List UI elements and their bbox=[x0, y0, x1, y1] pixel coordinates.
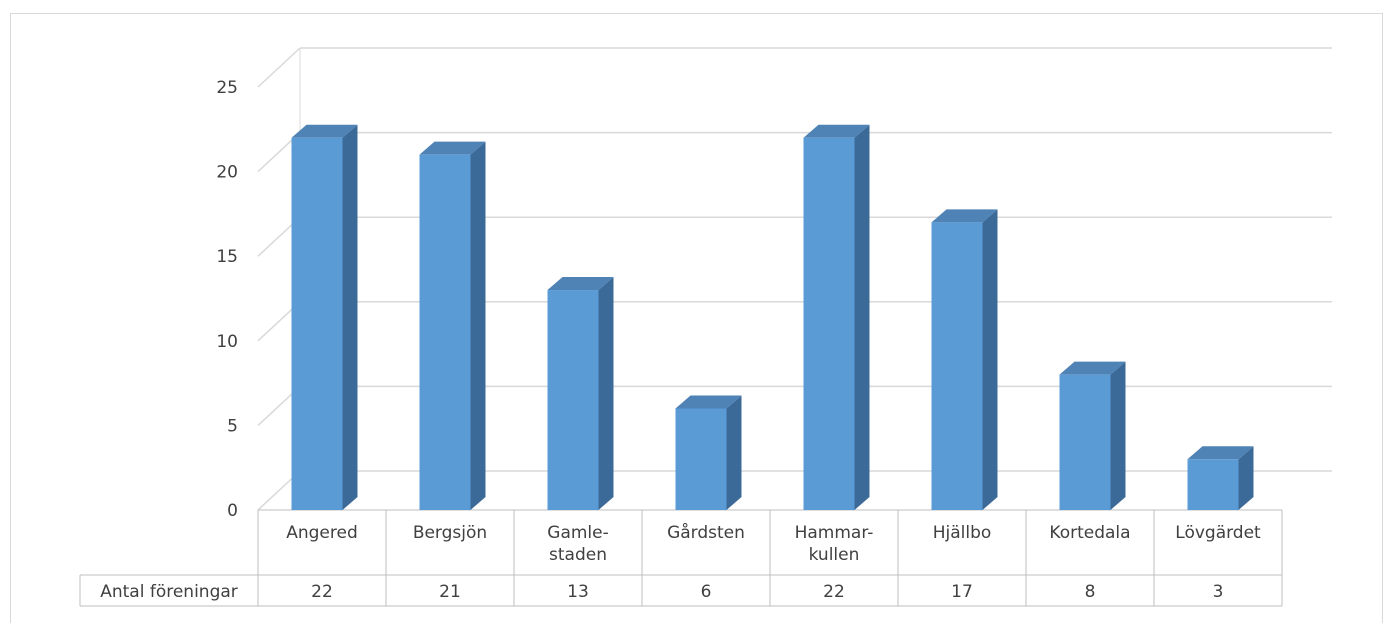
bar-top bbox=[803, 124, 870, 138]
bar-top bbox=[291, 124, 358, 138]
bar bbox=[1187, 459, 1239, 510]
bar-side bbox=[342, 124, 358, 510]
bar-side bbox=[598, 277, 614, 510]
bar-top bbox=[675, 395, 742, 409]
table-value: 22 bbox=[823, 582, 845, 602]
gridline-side bbox=[257, 47, 301, 88]
x-category-label: Hammar-kullen bbox=[795, 523, 874, 565]
bar-side bbox=[854, 124, 870, 510]
series-label: Antal föreningar bbox=[100, 582, 238, 602]
y-tick-label: 0 bbox=[227, 501, 238, 521]
bar bbox=[547, 290, 599, 510]
bar-top bbox=[1187, 446, 1254, 460]
bar-side bbox=[470, 141, 486, 510]
y-tick-label: 5 bbox=[227, 416, 238, 436]
y-tick-label: 20 bbox=[216, 163, 238, 183]
bar bbox=[291, 137, 343, 510]
bar-top bbox=[547, 277, 614, 291]
bar-top bbox=[1059, 361, 1126, 375]
bar-top bbox=[419, 141, 486, 155]
table-value: 6 bbox=[701, 582, 712, 602]
y-tick-label: 10 bbox=[216, 332, 238, 352]
table-value: 3 bbox=[1213, 582, 1224, 602]
bar bbox=[931, 222, 983, 511]
table-value: 8 bbox=[1085, 582, 1096, 602]
x-category-label: Gamle-staden bbox=[547, 523, 608, 565]
bar-top bbox=[931, 209, 998, 223]
bar-side bbox=[982, 209, 998, 511]
x-category-label: Hjällbo bbox=[933, 523, 992, 543]
bar-side bbox=[1110, 361, 1126, 510]
bar bbox=[419, 154, 471, 510]
bar-side bbox=[1238, 446, 1254, 510]
bar-side bbox=[726, 395, 742, 510]
table-value: 22 bbox=[311, 582, 333, 602]
y-tick-label: 15 bbox=[216, 247, 238, 267]
table-value: 13 bbox=[567, 582, 589, 602]
x-category-label: Gårdsten bbox=[667, 522, 745, 543]
bar bbox=[675, 408, 727, 510]
x-category-label: Angered bbox=[286, 523, 358, 543]
x-category-label: Lövgärdet bbox=[1175, 523, 1261, 543]
y-tick-label: 25 bbox=[216, 78, 238, 98]
bar bbox=[1059, 374, 1111, 510]
x-category-label: Bergsjön bbox=[413, 523, 487, 543]
table-value: 17 bbox=[951, 582, 973, 602]
bar bbox=[803, 137, 855, 510]
x-category-label: Kortedala bbox=[1049, 523, 1130, 543]
table-value: 21 bbox=[439, 582, 461, 602]
